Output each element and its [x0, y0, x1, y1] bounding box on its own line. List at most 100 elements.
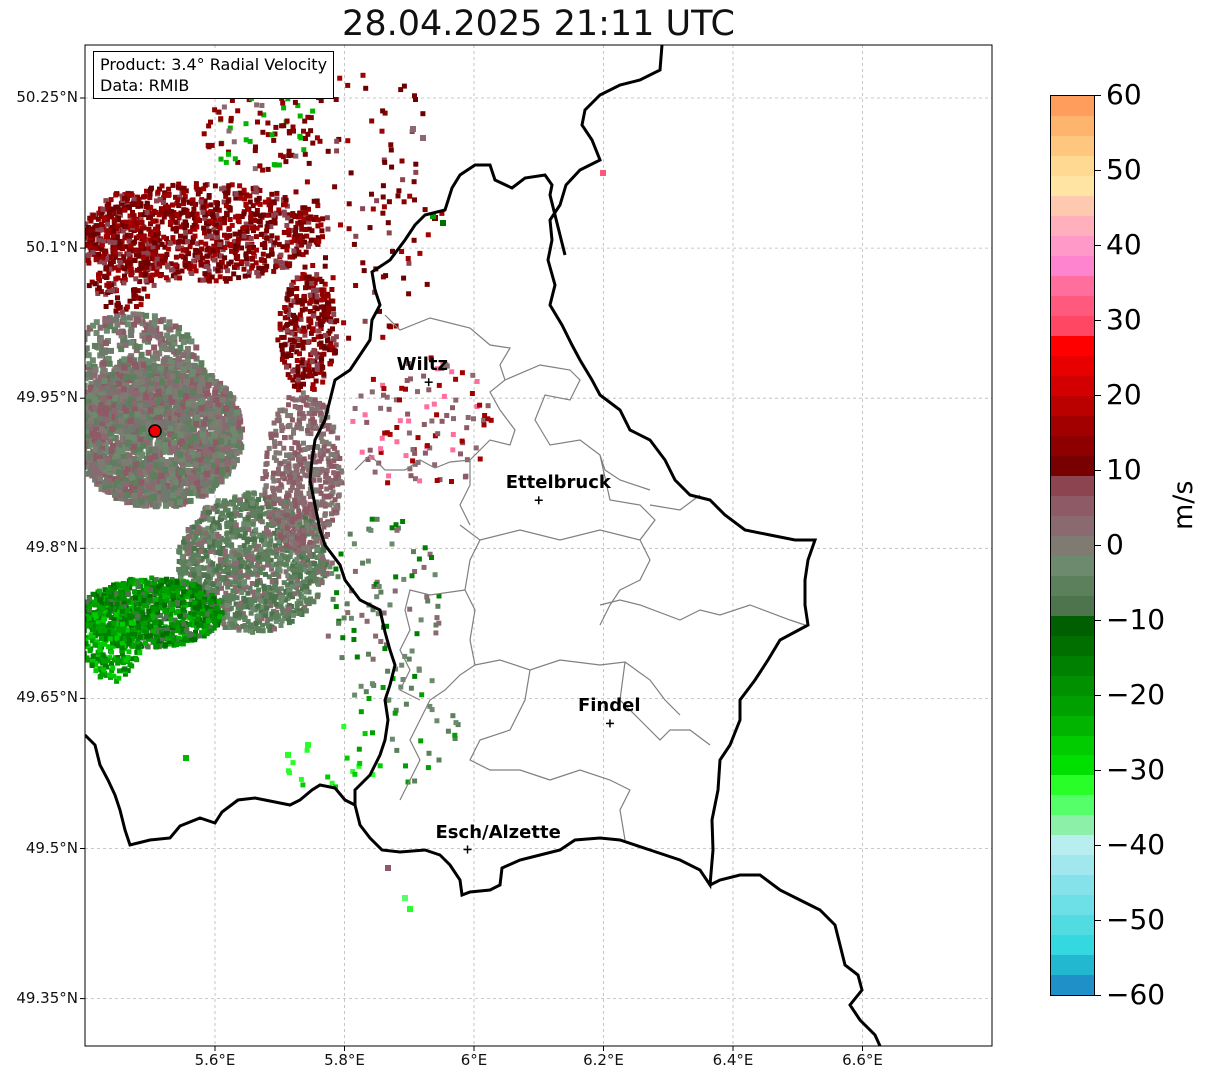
echo-pixel	[138, 351, 145, 358]
echo-pixel	[211, 481, 218, 488]
echo-pixel	[191, 362, 198, 369]
echo-pixel	[172, 393, 179, 400]
echo-pixel	[212, 524, 218, 530]
echo-pixel	[138, 260, 144, 266]
echo-pixel	[223, 466, 230, 473]
echo-pixel	[240, 611, 246, 617]
echo-pixel	[324, 486, 330, 492]
echo-pixel	[302, 584, 308, 589]
echo-pixel	[328, 451, 334, 457]
echo-pixel	[286, 566, 292, 572]
echo-pixel	[184, 570, 190, 576]
echo-pixel	[188, 545, 194, 551]
echo-pixel	[119, 238, 125, 244]
echo-pixel	[194, 414, 200, 421]
echo-pixel	[76, 376, 82, 382]
echo-pixel	[260, 628, 266, 634]
echo-pixel	[118, 417, 124, 424]
echo-pixel	[236, 430, 243, 437]
echo-pixel	[232, 431, 238, 438]
echo-pixel	[194, 520, 200, 526]
echo-pixel	[166, 326, 173, 333]
echo-pixel	[207, 544, 213, 550]
echo-pixel	[116, 342, 123, 349]
echo-pixel	[108, 347, 114, 354]
echo-pixel	[306, 589, 312, 595]
echo-pixel	[233, 449, 240, 456]
echo-pixel	[217, 274, 223, 280]
echo-pixel	[107, 323, 114, 330]
echo-pixel	[85, 405, 90, 412]
echo-pixel	[282, 538, 288, 544]
echo-pixel	[258, 598, 264, 604]
echo-pixel	[276, 478, 282, 483]
echo-pixel	[175, 330, 182, 337]
echo-pixel	[187, 490, 194, 497]
echo-pixel	[193, 534, 199, 540]
echo-pixel	[287, 606, 293, 612]
echo-pixel	[212, 588, 218, 594]
echo-pixel	[150, 356, 157, 363]
echo-pixel	[78, 443, 84, 449]
echo-pixel	[227, 233, 233, 239]
echo-pixel	[210, 505, 216, 511]
echo-pixel	[131, 406, 138, 413]
echo-pixel	[155, 440, 162, 447]
echo-pixel	[110, 402, 117, 409]
echo-pixel	[222, 220, 227, 226]
echo-pixel	[292, 543, 298, 549]
echo-pixel	[151, 404, 158, 411]
echo-pixel	[276, 485, 282, 491]
echo-pixel	[318, 490, 324, 496]
echo-pixel	[163, 378, 170, 385]
echo-pixel	[272, 530, 277, 536]
echo-pixel	[196, 472, 203, 478]
echo-pixel	[128, 326, 135, 333]
echo-pixel	[269, 251, 275, 257]
echo-pixel	[267, 212, 273, 218]
echo-pixel	[313, 487, 319, 493]
echo-pixel	[289, 584, 295, 590]
echo-pixel	[287, 475, 293, 480]
echo-pixel	[197, 398, 204, 405]
echo-pixel	[92, 398, 99, 405]
echo-pixel	[74, 434, 80, 440]
echo-pixel	[166, 395, 173, 402]
echo-pixel	[198, 378, 205, 385]
echo-pixel	[304, 463, 310, 469]
echo-pixel	[78, 434, 84, 440]
echo-pixel	[93, 330, 100, 336]
echo-pixel	[248, 558, 254, 564]
echo-pixel	[268, 603, 274, 609]
echo-pixel	[295, 241, 301, 247]
echo-pixel	[193, 247, 199, 253]
echo-pixel	[101, 467, 108, 474]
echo-pixel	[215, 498, 221, 504]
echo-pixel	[138, 377, 145, 384]
echo-pixel	[129, 434, 136, 441]
echo-pixel	[217, 503, 223, 509]
echo-pixel	[85, 388, 88, 395]
echo-pixel	[77, 454, 83, 460]
echo-pixel	[140, 442, 147, 449]
echo-pixel	[130, 374, 137, 381]
echo-pixel	[72, 342, 78, 348]
echo-pixel	[199, 533, 205, 539]
echo-pixel	[115, 478, 121, 485]
echo-pixel	[293, 503, 299, 509]
echo-pixel	[117, 413, 124, 420]
echo-pixel	[222, 595, 228, 600]
echo-pixel	[157, 365, 164, 372]
echo-pixel	[320, 571, 326, 577]
echo-pixel	[166, 379, 173, 386]
echo-pixel	[147, 407, 154, 414]
echo-pixel	[79, 409, 85, 415]
echo-pixel	[245, 619, 251, 625]
echo-pixel	[310, 425, 316, 431]
echo-pixel	[232, 561, 237, 567]
echo-pixel	[128, 407, 134, 414]
echo-pixel	[190, 353, 197, 360]
echo-pixel	[301, 579, 307, 585]
echo-pixel	[298, 461, 304, 467]
echo-pixel	[85, 458, 88, 465]
